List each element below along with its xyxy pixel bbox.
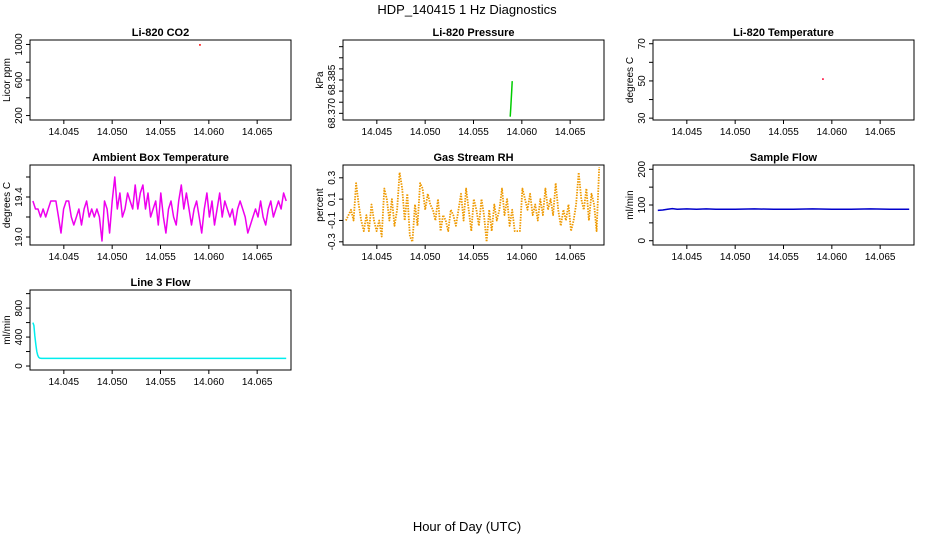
series-line — [345, 167, 601, 243]
x-tick-label: 14.065 — [242, 127, 273, 138]
x-tick-label: 14.060 — [507, 252, 538, 263]
panel-line3: Line 3 Flow 14.045 14.050 14.055 14.060 14.06… — [2, 277, 292, 388]
y-tick-label: -0.1 — [327, 211, 338, 229]
x-tick-label: 14.055 — [458, 252, 489, 263]
y-axis-label: kPa — [315, 71, 326, 89]
x-tick-label: 14.060 — [194, 127, 225, 138]
panel-title: Line 3 Flow — [131, 277, 191, 289]
y-tick-label: 0.3 — [327, 170, 338, 184]
x-tick-label: 14.065 — [555, 127, 586, 138]
y-axis-label: ml/min — [625, 190, 636, 219]
y-tick-label: 200 — [14, 107, 25, 124]
x-tick-label: 14.050 — [410, 127, 441, 138]
y-axis-label: ml/min — [2, 315, 13, 344]
y-tick-label: 30 — [637, 112, 648, 124]
x-tick-label: 14.060 — [817, 252, 848, 263]
x-tick-label: 14.055 — [145, 252, 176, 263]
y-axis-label: percent — [315, 188, 326, 222]
panel-ambient: Ambient Box Temperature 14.045 14.050 14.05… — [2, 152, 292, 263]
y-tick-label: 0.1 — [327, 192, 338, 206]
y-tick-label: 1000 — [14, 33, 25, 56]
y-tick-label: 800 — [14, 299, 25, 316]
panel-co2: Li-820 CO2 14.045 14.050 14.055 14.060 14.065… — [2, 27, 292, 138]
y-axis-label: degrees C — [2, 182, 13, 228]
x-axis-label: Hour of Day (UTC) — [413, 519, 521, 534]
y-tick-label: 70 — [637, 38, 648, 50]
x-tick-label: 14.045 — [362, 127, 393, 138]
plot-frame — [652, 164, 915, 246]
x-tick-label: 14.045 — [362, 252, 393, 263]
y-tick-label: 68.385 — [327, 64, 338, 95]
series-line — [657, 207, 910, 212]
x-tick-label: 14.065 — [865, 252, 896, 263]
x-tick-label: 14.055 — [145, 127, 176, 138]
x-tick-label: 14.050 — [720, 252, 751, 263]
x-tick-label: 14.050 — [97, 252, 128, 263]
panel-pressure: Li-820 Pressure 14.045 14.050 14.055 14.060 1… — [315, 27, 605, 138]
x-tick-label: 14.045 — [49, 252, 80, 263]
plot-frame — [342, 39, 605, 121]
panel-grid: Li-820 CO2 14.045 14.050 14.055 14.060 14.065… — [2, 27, 915, 388]
x-tick-label: 14.045 — [672, 127, 703, 138]
y-tick-label: 0 — [14, 363, 25, 369]
y-tick-label: 200 — [637, 161, 648, 178]
panel-sample_flow: Sample Flow 14.045 14.050 14.055 14.060 14.06… — [625, 152, 915, 263]
y-tick-label: -0.3 — [327, 233, 338, 251]
x-tick-label: 14.065 — [555, 252, 586, 263]
y-axis-label: degrees C — [625, 57, 636, 103]
x-tick-label: 14.060 — [194, 377, 225, 388]
series-line — [509, 81, 513, 117]
x-tick-label: 14.055 — [768, 252, 799, 263]
x-tick-label: 14.060 — [817, 127, 848, 138]
x-tick-label: 14.050 — [97, 377, 128, 388]
y-tick-label: 50 — [637, 75, 648, 87]
x-tick-label: 14.065 — [242, 377, 273, 388]
x-tick-label: 14.050 — [720, 127, 751, 138]
panel-title: Li-820 Temperature — [733, 27, 834, 39]
series-line — [32, 322, 287, 360]
y-tick-label: 0 — [637, 237, 648, 243]
y-tick-label: 68.370 — [327, 98, 338, 129]
x-tick-label: 14.045 — [672, 252, 703, 263]
series-line — [32, 176, 287, 242]
panel-title: Ambient Box Temperature — [92, 152, 229, 164]
y-tick-label: 19.0 — [14, 227, 25, 247]
x-tick-label: 14.065 — [865, 127, 896, 138]
panel-title: Gas Stream RH — [433, 152, 513, 164]
y-tick-label: 19.4 — [14, 187, 25, 207]
panel-rh: Gas Stream RH 14.045 14.050 14.055 14.060 14.… — [315, 152, 605, 263]
plot-frame — [29, 39, 292, 121]
x-tick-label: 14.045 — [49, 127, 80, 138]
x-tick-label: 14.055 — [768, 127, 799, 138]
x-tick-label: 14.060 — [507, 127, 538, 138]
panel-title: Li-820 Pressure — [433, 27, 515, 39]
x-tick-label: 14.065 — [242, 252, 273, 263]
x-tick-label: 14.050 — [97, 127, 128, 138]
x-tick-label: 14.045 — [49, 377, 80, 388]
y-tick-label: 600 — [14, 71, 25, 88]
y-tick-label: 100 — [637, 196, 648, 213]
y-axis-label: Licor ppm — [2, 58, 13, 102]
panel-title: Sample Flow — [750, 152, 818, 164]
plot-frame — [342, 164, 605, 246]
x-tick-label: 14.060 — [194, 252, 225, 263]
panel-title: Li-820 CO2 — [132, 27, 189, 39]
panel-temperature: Li-820 Temperature 14.045 14.050 14.055 14.0… — [625, 27, 915, 138]
figure-title: HDP_140415 1 Hz Diagnostics — [377, 2, 557, 17]
plot-frame — [652, 39, 915, 121]
x-tick-label: 14.055 — [458, 127, 489, 138]
y-tick-label: 400 — [14, 328, 25, 345]
x-tick-label: 14.050 — [410, 252, 441, 263]
x-tick-label: 14.055 — [145, 377, 176, 388]
